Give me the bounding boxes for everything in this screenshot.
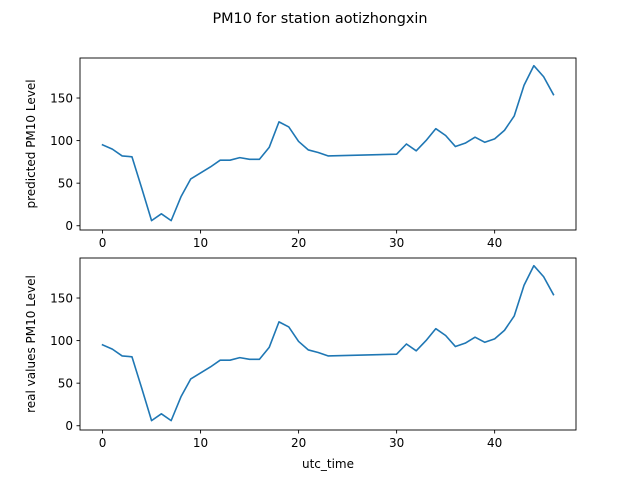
y-tick-label: 150 (50, 291, 73, 305)
y-axis-label: real values PM10 Level (24, 275, 38, 413)
y-tick-label: 50 (58, 176, 73, 190)
bottom-panel: 0 10 20 30 40 0 50 100 150 real values PM10 Level… (24, 257, 577, 471)
plot-frame (79, 257, 577, 431)
y-tick-label: 100 (50, 334, 73, 348)
x-tick-label: 30 (389, 436, 404, 450)
y-tick-label: 0 (65, 419, 73, 433)
plot-frame (79, 57, 577, 231)
x-tick-label: 0 (99, 236, 107, 250)
series-line-0 (101, 264, 555, 422)
x-tick-label: 20 (291, 236, 306, 250)
y-tick-label: 0 (65, 219, 73, 233)
x-tick-label: 40 (487, 436, 502, 450)
series-line-0 (101, 64, 555, 222)
x-tick-label: 0 (99, 436, 107, 450)
figure-title: PM10 for station aotizhongxin (212, 11, 427, 27)
x-tick-label: 20 (291, 436, 306, 450)
x-tick-label: 40 (487, 236, 502, 250)
x-axis-label: utc_time (302, 457, 354, 471)
y-tick-label: 100 (50, 134, 73, 148)
x-tick-label: 10 (193, 236, 208, 250)
top-panel: 0 10 20 30 40 0 50 100 150 predicted PM10 Level (24, 57, 577, 250)
y-tick-label: 50 (58, 376, 73, 390)
x-tick-label: 10 (193, 436, 208, 450)
x-tick-label: 30 (389, 236, 404, 250)
y-tick-label: 150 (50, 91, 73, 105)
y-axis-label: predicted PM10 Level (24, 79, 38, 208)
